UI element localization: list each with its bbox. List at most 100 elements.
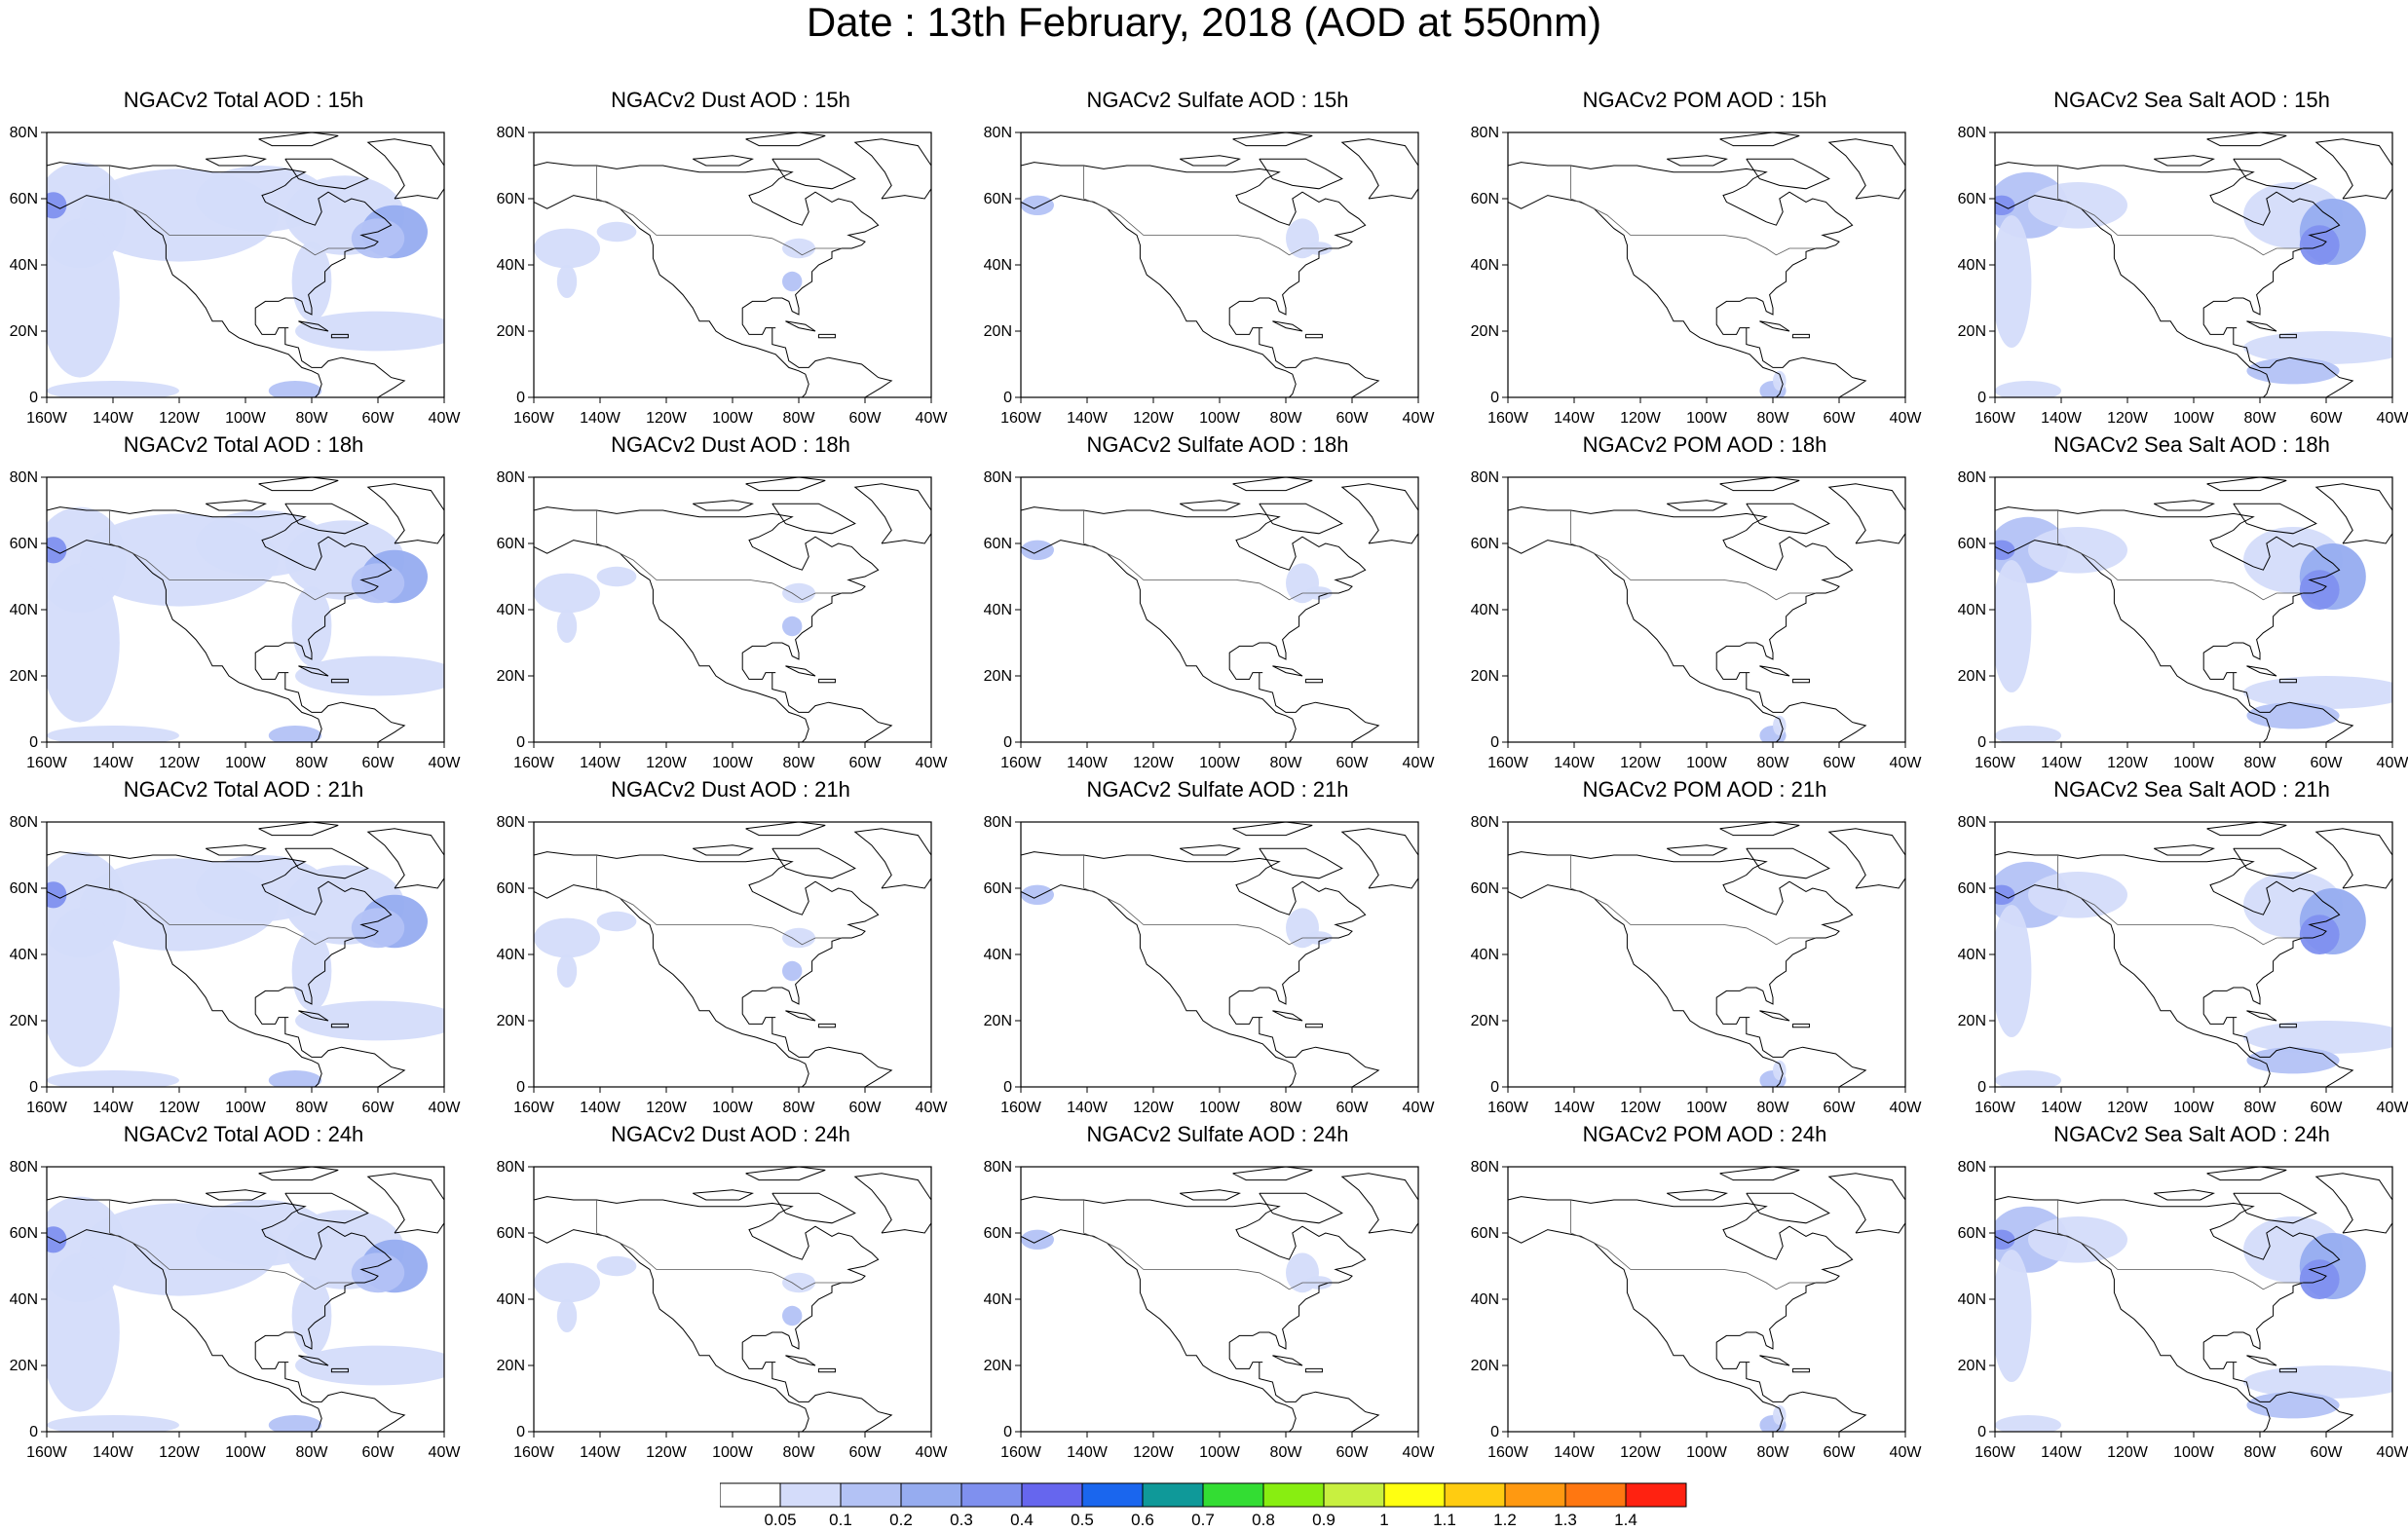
aod-region xyxy=(556,610,578,643)
aod-region xyxy=(2028,1216,2127,1263)
lat-tick-label: 20N xyxy=(10,1013,38,1029)
coastline-island xyxy=(817,678,836,684)
aod-region xyxy=(1021,1229,1054,1250)
coastline-island xyxy=(2278,333,2297,339)
lon-tick-label: 120W xyxy=(2107,1444,2149,1461)
lat-tick-label: 20N xyxy=(10,1358,38,1374)
aod-field xyxy=(47,851,444,1087)
lon-tick-label: 80W xyxy=(783,1444,816,1461)
lon-tick-label: 120W xyxy=(646,755,688,771)
lat-tick-label: 60N xyxy=(497,880,525,897)
aod-field xyxy=(1995,1206,2392,1432)
colorbar-swatch xyxy=(840,1482,902,1508)
lon-tick-label: 140W xyxy=(2041,1444,2083,1461)
lat-tick-label: 0 xyxy=(29,1079,38,1096)
lon-tick-label: 140W xyxy=(580,1100,621,1116)
colorbar-level-label: 0.4 xyxy=(1010,1511,1034,1527)
coastline-greenland xyxy=(1827,1173,1905,1234)
national-border xyxy=(596,510,843,601)
lon-tick-label: 40W xyxy=(1403,410,1436,427)
aod-region xyxy=(295,311,444,352)
lon-tick-label: 80W xyxy=(296,1100,329,1116)
aod-region xyxy=(782,271,803,292)
coastline-west xyxy=(47,1229,322,1432)
lat-tick-label: 40N xyxy=(497,1291,525,1308)
colorbar-swatch xyxy=(1564,1482,1627,1508)
lon-tick-label: 100W xyxy=(712,1100,754,1116)
aod-region xyxy=(2028,527,2127,574)
coastline-greenland xyxy=(366,1173,444,1234)
aod-region xyxy=(47,537,67,564)
coastline-greenland xyxy=(2314,828,2392,889)
aod-region xyxy=(295,1345,444,1386)
coastlines xyxy=(1508,477,1905,742)
aod-field xyxy=(1021,884,1333,949)
aod-region xyxy=(1773,1404,1787,1426)
aod-region xyxy=(47,881,67,909)
coastline-island xyxy=(330,678,349,684)
panel-title: NGACv2 Sea Salt AOD : 15h xyxy=(2053,88,2330,112)
coastline-west xyxy=(1508,884,1784,1087)
lon-tick-label: 120W xyxy=(1620,1444,1662,1461)
coastline-east xyxy=(1508,851,1867,1087)
lon-tick-label: 80W xyxy=(1757,755,1790,771)
coastline-island xyxy=(745,132,826,147)
lon-tick-label: 40W xyxy=(2377,755,2408,771)
coastline-east xyxy=(47,162,406,397)
coastline-island xyxy=(2233,1192,2317,1224)
map-svg: 80N 60N 40N 20N 0 160W 140W 120W 100W 80W 60W 40W xyxy=(1958,814,2408,1116)
coastline-island xyxy=(1304,333,1323,339)
coastlines xyxy=(1021,1167,1418,1432)
map-svg: 80N 60N 40N 20N 0 160W 140W 120W 100W 80W 60W 40W xyxy=(497,125,949,427)
lat-tick-label: 60N xyxy=(984,880,1012,897)
map-svg: 80N 60N 40N 20N 0 160W 140W 120W 100W 80W 60W 40W xyxy=(10,125,462,427)
aod-region xyxy=(47,1252,120,1412)
lat-tick-label: 80N xyxy=(1471,469,1499,486)
aod-region xyxy=(351,218,405,259)
coastline-island xyxy=(771,158,856,190)
lat-tick-label: 80N xyxy=(10,814,38,831)
colorbar-swatch xyxy=(900,1482,962,1508)
coastline-west xyxy=(1508,540,1784,742)
colorbar-level-label: 1.2 xyxy=(1493,1511,1517,1527)
aod-region xyxy=(596,221,637,243)
lon-tick-label: 120W xyxy=(646,410,688,427)
lon-tick-label: 60W xyxy=(849,1444,883,1461)
lon-tick-label: 100W xyxy=(1686,1100,1728,1116)
lon-tick-label: 160W xyxy=(1975,410,2016,427)
coastline-east xyxy=(1021,1196,1380,1432)
aod-region xyxy=(556,954,578,988)
lat-tick-label: 0 xyxy=(1977,734,1986,751)
lon-tick-label: 60W xyxy=(2311,410,2344,427)
aod-region xyxy=(1021,540,1054,560)
national-border xyxy=(1570,510,1817,601)
aod-region xyxy=(2246,1047,2340,1074)
coastline-island xyxy=(1666,155,1728,167)
lat-tick-label: 40N xyxy=(10,947,38,963)
map-svg: 80N 60N 40N 20N 0 160W 140W 120W 100W 80W 60W 40W xyxy=(497,469,949,771)
lat-tick-label: 80N xyxy=(10,469,38,486)
lat-tick-label: 40N xyxy=(1471,947,1499,963)
lon-tick-label: 140W xyxy=(1067,755,1109,771)
lon-tick-label: 100W xyxy=(225,1100,267,1116)
aod-region xyxy=(556,265,578,298)
lat-tick-label: 0 xyxy=(29,1424,38,1440)
lon-tick-label: 40W xyxy=(429,1100,462,1116)
aod-region xyxy=(534,1262,600,1303)
aod-region xyxy=(47,908,120,1067)
aod-region xyxy=(47,1070,179,1087)
lat-tick-label: 20N xyxy=(1958,668,1986,685)
aod-region xyxy=(351,563,405,604)
coastline-island xyxy=(284,1192,369,1224)
colorbar-level-label: 0.5 xyxy=(1071,1511,1094,1527)
national-border xyxy=(596,855,843,946)
aod-region xyxy=(2028,872,2127,918)
lon-tick-label: 80W xyxy=(1757,1444,1790,1461)
coastline-island xyxy=(2153,155,2215,167)
panel-title: NGACv2 Sea Salt AOD : 24h xyxy=(2053,1122,2330,1146)
aod-field xyxy=(1021,195,1333,259)
aod-region xyxy=(1995,381,2061,397)
colorbar-level-label: 0.9 xyxy=(1312,1511,1336,1527)
panel-title: NGACv2 Dust AOD : 18h xyxy=(611,432,850,457)
map-panel: NGACv2 Sea Salt AOD : 21h 80N 60N 40N 20N 0 16… xyxy=(1948,777,2408,1118)
